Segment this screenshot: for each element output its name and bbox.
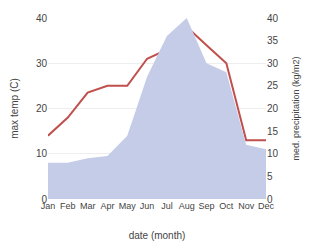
svg-text:20: 20 [36,103,48,114]
svg-text:40: 40 [267,13,279,24]
svg-text:max temp (C): max temp (C) [9,78,20,139]
svg-text:15: 15 [267,126,279,137]
svg-text:30: 30 [36,58,48,69]
svg-text:Jun: Jun [140,201,155,211]
svg-text:25: 25 [267,80,279,91]
svg-text:Jul: Jul [161,201,173,211]
svg-text:20: 20 [267,103,279,114]
svg-text:10: 10 [267,148,279,159]
svg-text:10: 10 [36,148,48,159]
svg-text:May: May [119,201,137,211]
svg-text:Apr: Apr [100,201,114,211]
svg-text:35: 35 [267,35,279,46]
svg-text:Mar: Mar [80,201,96,211]
svg-text:Feb: Feb [60,201,76,211]
svg-text:Dec: Dec [258,201,275,211]
svg-text:5: 5 [267,171,273,182]
svg-text:Jan: Jan [41,201,56,211]
svg-text:0: 0 [267,194,273,205]
svg-text:Sep: Sep [199,201,215,211]
svg-text:med. precipitation (kg/m2): med. precipitation (kg/m2) [291,56,301,160]
svg-text:date (month): date (month) [129,230,186,241]
svg-text:Nov: Nov [238,201,255,211]
svg-text:40: 40 [36,13,48,24]
svg-text:30: 30 [267,58,279,69]
svg-text:Aug: Aug [179,201,195,211]
svg-text:Oct: Oct [219,201,234,211]
svg-text:0: 0 [41,194,47,205]
